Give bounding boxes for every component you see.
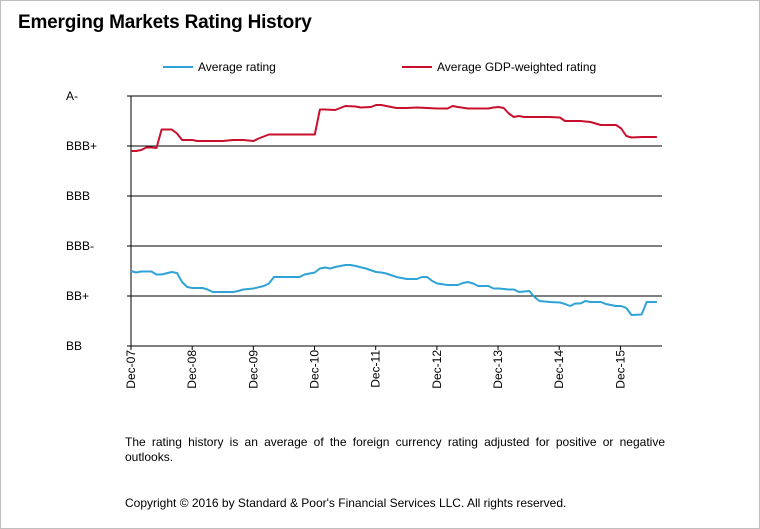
series-line-gdp-weighted-rating (131, 104, 657, 152)
x-tick-label: Dec-10 (308, 350, 322, 389)
x-tick-label: Dec-09 (246, 350, 260, 389)
legend-label: Average GDP-weighted rating (437, 60, 596, 74)
x-tick-label: Dec-11 (369, 350, 383, 388)
chart-footnote: The rating history is an average of the … (125, 435, 665, 464)
y-tick-label: BB (66, 339, 82, 353)
y-tick-label: A- (66, 89, 78, 103)
x-tick-label: Dec-13 (491, 350, 505, 389)
legend: Average rating Average GDP-weighted ratin… (163, 60, 596, 74)
x-tick-label: Dec-12 (430, 350, 444, 389)
x-tick-label: Dec-14 (552, 350, 566, 389)
grid-layer (131, 95, 662, 297)
y-tick-label: BBB+ (66, 139, 97, 153)
x-tick-label: Dec-08 (185, 350, 199, 389)
series-line-average-rating (130, 264, 657, 316)
chart-title: Emerging Markets Rating History (18, 12, 312, 33)
y-tick-label: BB+ (66, 289, 89, 303)
legend-label: Average rating (198, 60, 276, 74)
y-tick-label: BBB- (66, 239, 94, 253)
x-tick-label: Dec-07 (124, 350, 138, 389)
axis-layer: BB BB+ BBB- BBB BBB+ A- Dec-07 Dec-08 Dec-09 Dec-… (66, 89, 662, 389)
copyright-notice: Copyright © 2016 by Standard & Poor's Fi… (125, 496, 567, 510)
y-tick-label: BBB (66, 189, 90, 203)
series-layer (130, 104, 657, 316)
x-tick-label: Dec-15 (613, 350, 627, 389)
